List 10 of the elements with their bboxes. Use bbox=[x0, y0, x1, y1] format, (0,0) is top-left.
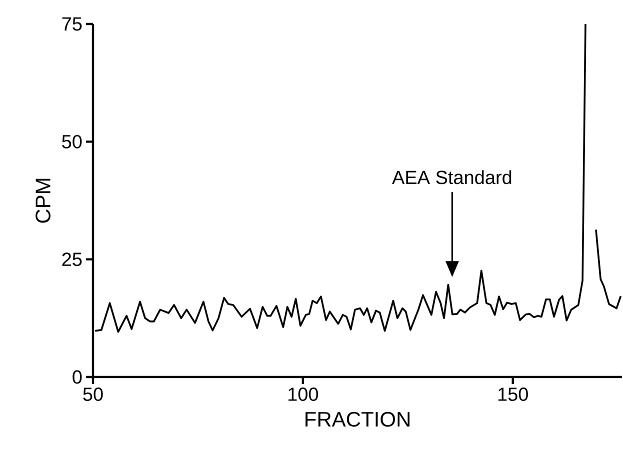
x-axis-title: FRACTION bbox=[306, 412, 410, 427]
annotation: AEA Standard bbox=[392, 170, 512, 184]
x-tick-label: 100 bbox=[288, 388, 318, 401]
y-tick-label: 75 bbox=[62, 17, 82, 31]
x-tick-label: 50 bbox=[83, 388, 103, 401]
y-tick-label: 50 bbox=[62, 134, 82, 148]
y-axis-title: CPM bbox=[36, 178, 50, 223]
y-tick-label: 25 bbox=[62, 252, 82, 266]
y-tick-label: 0 bbox=[72, 370, 82, 384]
x-tick-label: 150 bbox=[498, 388, 528, 401]
